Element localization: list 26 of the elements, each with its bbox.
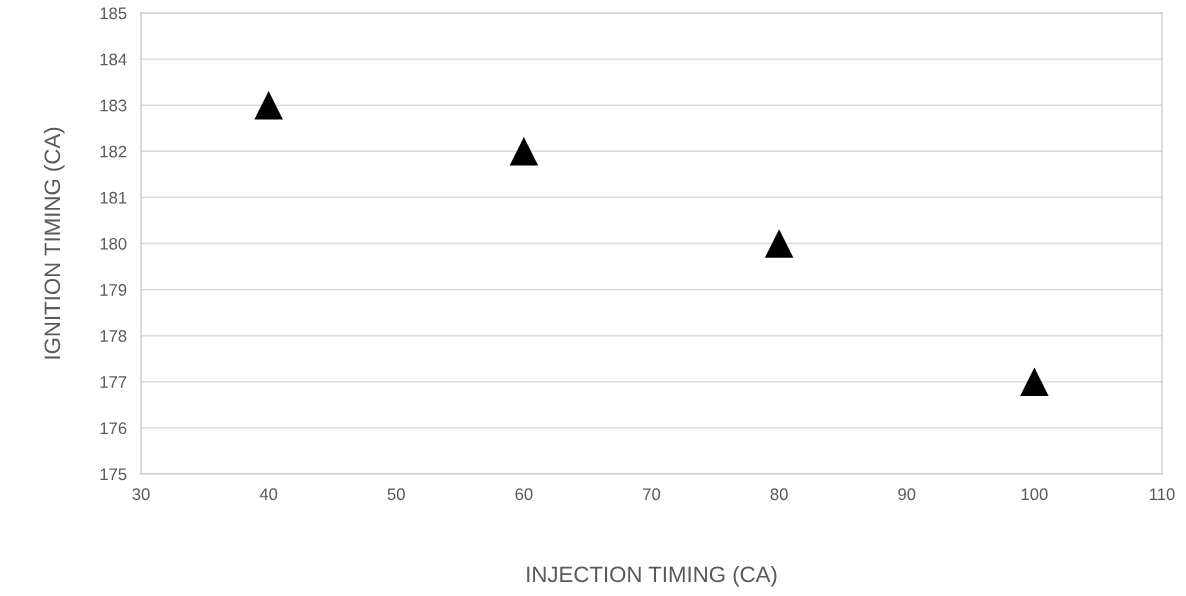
x-tick-label: 80 — [770, 488, 788, 501]
y-tick-label: 177 — [100, 376, 127, 388]
y-tick-label: 183 — [100, 99, 127, 112]
x-tick-label: 60 — [515, 488, 533, 501]
y-tick-label: 176 — [100, 422, 127, 435]
x-tick-label: 100 — [1021, 488, 1048, 501]
point — [1020, 367, 1049, 397]
y-tick-label: 178 — [100, 330, 127, 342]
y-tick-label: 179 — [100, 284, 127, 296]
x-tick-label: 30 — [132, 488, 150, 501]
x-tick-label: 70 — [643, 488, 661, 501]
point — [254, 90, 283, 120]
x-tick-label: 110 — [1149, 488, 1175, 501]
x-axis-title: INJECTION TIMING (CA) — [527, 565, 777, 587]
point — [764, 229, 794, 258]
y-tick-label: 180 — [100, 237, 127, 250]
x-tick-label: 50 — [387, 488, 405, 501]
y-tick-label: 175 — [100, 468, 127, 481]
y-tick-label: 184 — [100, 53, 127, 66]
y-tick-label: 182 — [100, 145, 127, 158]
y-tick-label: 185 — [100, 7, 127, 20]
y-axis-title: IGNITION TIMING (CA) — [43, 127, 65, 359]
x-tick-label: 90 — [898, 488, 916, 501]
x-tick-label: 40 — [259, 488, 278, 501]
point — [509, 137, 539, 166]
y-tick-label: 181 — [100, 191, 127, 204]
